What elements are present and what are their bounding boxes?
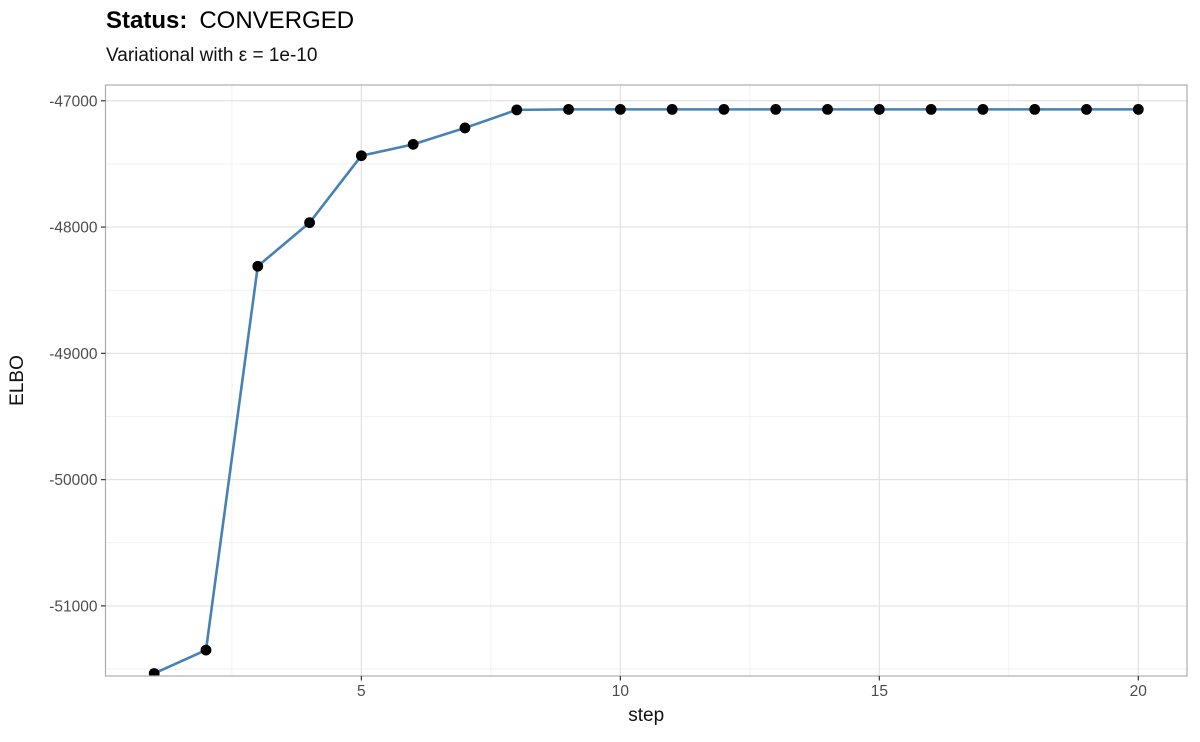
data-point [200, 644, 212, 656]
data-point [925, 103, 937, 115]
status-value: CONVERGED [199, 7, 355, 34]
y-tick-label: -47000 [49, 93, 98, 110]
elbo-points [148, 103, 1144, 676]
status-label: Status: [106, 7, 188, 34]
axis-tick-marks [101, 100, 1139, 681]
data-point [355, 150, 367, 162]
data-point [1081, 103, 1092, 115]
x-tick-label: 10 [612, 683, 630, 700]
x-tick-label: 20 [1130, 683, 1148, 700]
data-point [666, 103, 678, 115]
data-point [770, 103, 782, 115]
data-point [459, 122, 471, 134]
data-point [252, 260, 264, 272]
y-tick-label: -48000 [49, 220, 98, 237]
chart-panel-border [104, 84, 1188, 677]
data-point [1029, 103, 1041, 115]
axis-tick-labels: 5 10 15 20 -47000 -48000 -49000 -50000 -51000 [49, 93, 1147, 700]
major-gridlines [105, 85, 1187, 676]
plot-header: Status: CONVERGED Variational with ε = 1e… [106, 7, 354, 67]
x-tick-label: 5 [357, 683, 366, 700]
data-point [873, 103, 885, 115]
y-tick-label: -51000 [49, 598, 98, 615]
chart-panel-background [105, 85, 1187, 676]
data-point [304, 217, 315, 229]
elbo-line [152, 108, 1140, 675]
data-point [822, 103, 833, 115]
minor-gridlines [105, 85, 1187, 676]
data-point [1132, 103, 1144, 115]
data-point [614, 103, 626, 115]
y-axis-title: ELBO [7, 355, 28, 406]
y-tick-label: -49000 [49, 346, 98, 363]
data-point [563, 103, 574, 115]
plot-title: Status: CONVERGED [106, 7, 354, 36]
x-tick-label: 15 [871, 683, 888, 700]
data-point [511, 104, 523, 116]
data-point [977, 103, 989, 115]
data-point [718, 103, 730, 115]
x-axis-title: step [628, 705, 664, 726]
data-point [407, 138, 419, 150]
plot-subtitle: Variational with ε = 1e-10 [106, 44, 318, 66]
y-tick-label: -50000 [49, 472, 98, 489]
data-point [148, 668, 160, 676]
